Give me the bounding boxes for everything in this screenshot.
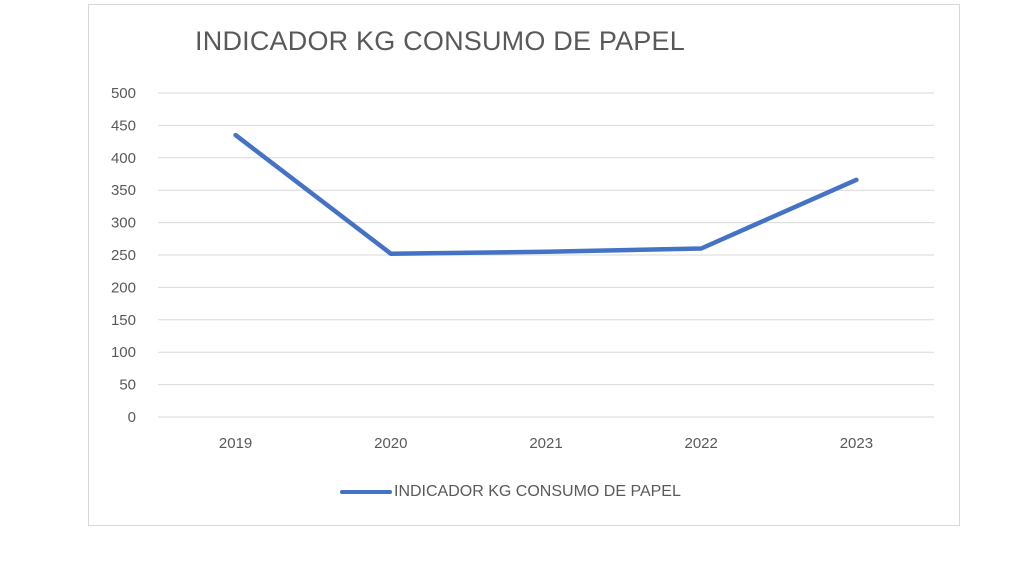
- y-tick-label: 200: [111, 279, 136, 296]
- y-tick-label: 450: [111, 117, 136, 134]
- x-tick-label: 2023: [840, 435, 873, 452]
- legend-swatch: [340, 490, 392, 494]
- x-tick-label: 2020: [374, 435, 407, 452]
- y-tick-label: 300: [111, 215, 136, 232]
- series-line: [233, 132, 859, 256]
- y-tick-label: 50: [119, 377, 136, 394]
- legend: INDICADOR KG CONSUMO DE PAPEL: [340, 478, 681, 506]
- series-layer: [233, 132, 859, 256]
- y-tick-label: 100: [111, 344, 136, 361]
- chart-container: [88, 4, 960, 526]
- y-tick-label: 250: [111, 247, 136, 264]
- legend-label: INDICADOR KG CONSUMO DE PAPEL: [394, 483, 681, 500]
- gridlines: [158, 92, 934, 418]
- y-tick-label: 150: [111, 312, 136, 329]
- y-tick-label: 0: [128, 409, 136, 426]
- x-tick-label: 2022: [685, 435, 718, 452]
- y-tick-label: 500: [111, 85, 136, 102]
- x-tick-label: 2019: [219, 435, 252, 452]
- y-tick-label: 350: [111, 182, 136, 199]
- x-axis-ticks: 2019 2020 2021 2022 2023: [219, 435, 873, 452]
- y-tick-label: 400: [111, 150, 136, 167]
- chart-title: INDICADOR KG CONSUMO DE PAPEL: [195, 26, 685, 56]
- x-tick-label: 2021: [529, 435, 562, 452]
- y-axis-ticks: 0 50 100 150 200 250 300 350 400 450 500: [111, 85, 136, 426]
